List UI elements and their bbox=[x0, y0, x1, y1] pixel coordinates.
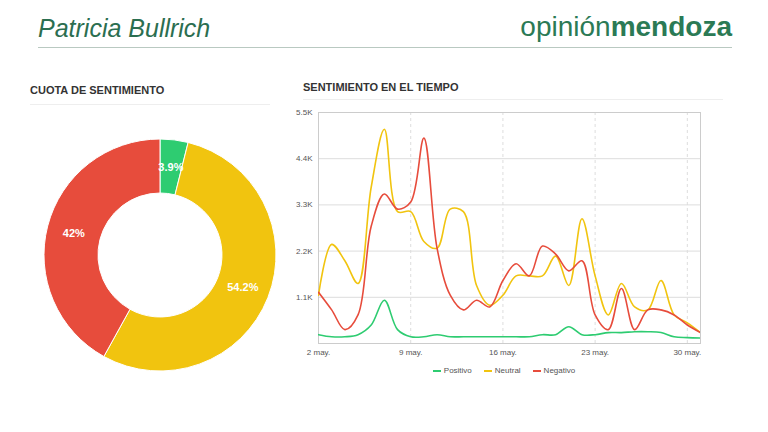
svg-text:3.9%: 3.9% bbox=[158, 161, 183, 173]
svg-text:5.5K: 5.5K bbox=[296, 108, 313, 117]
html-text:Patricia Bullrich: Patricia Bullrich bbox=[38, 14, 211, 42]
svg-text:16 may.: 16 may. bbox=[489, 348, 517, 357]
svg-text:54.2%: 54.2% bbox=[227, 281, 258, 293]
html-text:opinión mendoza: opinión mendoza bbox=[520, 11, 732, 42]
svg-text:30 may.: 30 may. bbox=[673, 348, 701, 357]
svg-text:23 may.: 23 may. bbox=[581, 348, 609, 357]
html-text:Negativo: Negativo bbox=[543, 366, 576, 375]
html-text:SENTIMIENTO EN EL TIEMPO: SENTIMIENTO EN EL TIEMPO bbox=[303, 81, 459, 93]
svg-text:2 may.: 2 may. bbox=[307, 348, 330, 357]
html-text:Neutral: Neutral bbox=[494, 366, 521, 375]
svg-text:4.4K: 4.4K bbox=[296, 154, 313, 163]
svg-text:42%: 42% bbox=[63, 227, 85, 239]
svg-text:3.3K: 3.3K bbox=[296, 200, 313, 209]
html-text:Positivo: Positivo bbox=[443, 366, 472, 375]
svg-text:2.2K: 2.2K bbox=[296, 247, 313, 256]
html-text:CUOTA DE SENTIMIENTO: CUOTA DE SENTIMIENTO bbox=[30, 84, 165, 96]
svg-text:9 may.: 9 may. bbox=[399, 348, 422, 357]
svg-text:1.1K: 1.1K bbox=[296, 293, 313, 302]
